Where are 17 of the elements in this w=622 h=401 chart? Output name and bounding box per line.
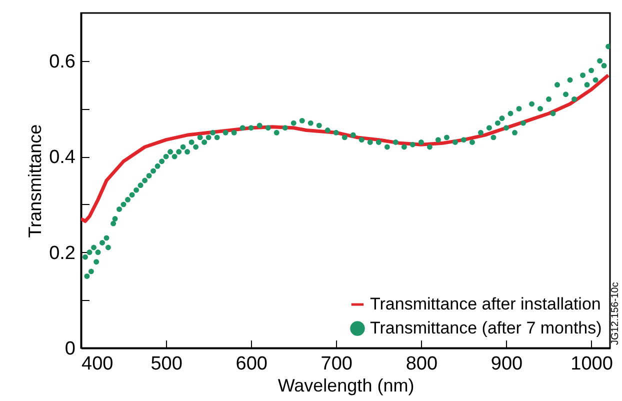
line-series bbox=[81, 73, 610, 223]
x-tick-label: 1000 bbox=[570, 354, 613, 374]
y-axis-title: Transmittance bbox=[25, 124, 46, 238]
legend-label: Transmittance after installation bbox=[370, 294, 601, 314]
x-tick-label: 500 bbox=[150, 354, 182, 374]
x-tick-label: 900 bbox=[490, 354, 523, 374]
annotation: JG12.156-10c bbox=[610, 282, 621, 345]
x-tick-label: 700 bbox=[320, 354, 352, 374]
x-tick-label: 800 bbox=[406, 354, 438, 374]
legend-label: Transmittance (after 7 months) bbox=[370, 318, 602, 338]
x-tick-label: 600 bbox=[236, 354, 268, 374]
x-axis-title: Wavelength (nm) bbox=[278, 376, 414, 396]
y-tick-label: 0.6 bbox=[49, 51, 76, 72]
y-tick-label: 0 bbox=[64, 338, 76, 360]
y-tick-label: 0.2 bbox=[49, 242, 76, 264]
x-tick-label: 400 bbox=[82, 354, 114, 374]
y-tick-label: 0.4 bbox=[49, 147, 76, 168]
